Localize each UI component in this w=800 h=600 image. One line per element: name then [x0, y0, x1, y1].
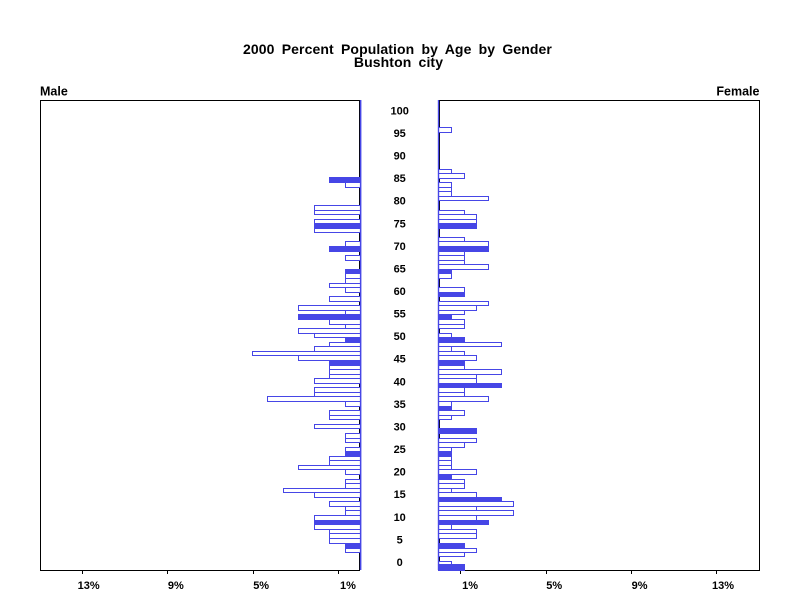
- svg-text:Male: Male: [40, 85, 68, 99]
- svg-text:Bushton city: Bushton city: [354, 54, 443, 70]
- svg-text:13%: 13%: [78, 580, 100, 592]
- svg-text:9%: 9%: [632, 580, 648, 592]
- svg-text:60: 60: [394, 286, 406, 298]
- svg-text:95: 95: [394, 128, 406, 140]
- svg-text:75: 75: [394, 218, 406, 230]
- svg-text:45: 45: [394, 354, 406, 366]
- svg-text:100: 100: [391, 105, 409, 117]
- svg-text:50: 50: [394, 331, 406, 343]
- svg-text:2000 Percent Population by Age: 2000 Percent Population by Age by Gender: [243, 41, 552, 57]
- svg-text:25: 25: [394, 444, 406, 456]
- svg-text:1%: 1%: [340, 580, 356, 592]
- svg-text:1%: 1%: [462, 580, 478, 592]
- svg-text:20: 20: [394, 467, 406, 479]
- svg-text:15: 15: [394, 489, 406, 501]
- svg-text:5: 5: [397, 534, 403, 546]
- svg-text:10: 10: [394, 512, 406, 524]
- svg-text:13%: 13%: [712, 580, 734, 592]
- svg-text:5%: 5%: [546, 580, 562, 592]
- svg-text:70: 70: [394, 241, 406, 253]
- svg-text:9%: 9%: [168, 580, 184, 592]
- svg-text:65: 65: [394, 263, 406, 275]
- svg-text:Female: Female: [716, 85, 759, 99]
- svg-text:90: 90: [394, 151, 406, 163]
- svg-text:0: 0: [397, 557, 403, 569]
- svg-text:55: 55: [394, 309, 406, 321]
- svg-text:40: 40: [394, 376, 406, 388]
- svg-text:5%: 5%: [253, 580, 269, 592]
- svg-text:85: 85: [394, 173, 406, 185]
- svg-text:30: 30: [394, 421, 406, 433]
- svg-text:80: 80: [394, 196, 406, 208]
- svg-text:35: 35: [394, 399, 406, 411]
